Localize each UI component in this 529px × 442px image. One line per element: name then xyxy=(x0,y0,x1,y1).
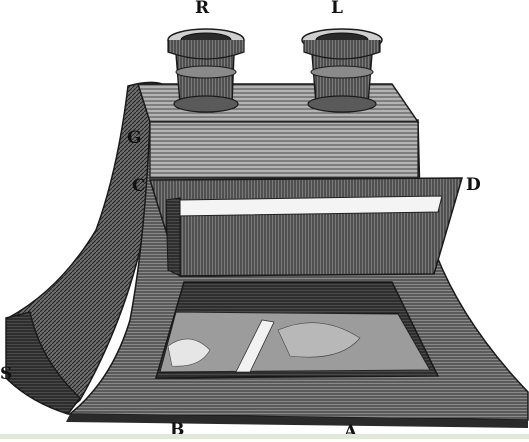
eyepiece-right xyxy=(167,28,245,113)
label-s: S xyxy=(0,364,13,384)
label-l: L xyxy=(331,0,343,18)
label-r: R xyxy=(195,0,210,18)
base-edge xyxy=(66,414,528,428)
label-c: C xyxy=(132,176,146,196)
bottom-strip xyxy=(0,434,529,439)
mirror-strip xyxy=(175,195,443,217)
left-base-lip xyxy=(5,311,82,415)
upper-band xyxy=(149,121,419,179)
label-d: D xyxy=(466,175,481,195)
label-g: G xyxy=(127,128,142,148)
reflector-door xyxy=(148,177,464,277)
eyepiece-left xyxy=(301,28,383,113)
